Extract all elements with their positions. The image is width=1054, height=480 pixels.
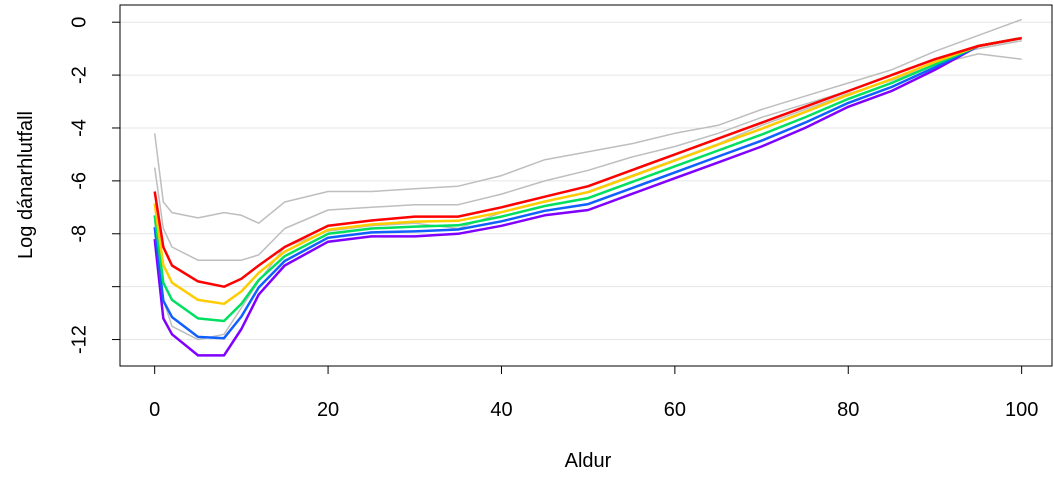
series-line	[153, 36, 1022, 323]
series-line	[153, 39, 1022, 261]
y-tick-label: -2	[68, 66, 90, 84]
series-line	[153, 36, 1022, 340]
x-tick-label: 0	[149, 399, 160, 421]
series-line	[153, 53, 1022, 341]
series-line	[153, 36, 1022, 288]
y-tick-label: -8	[68, 225, 90, 243]
x-tick-label: 60	[664, 399, 686, 421]
y-tick-label: 0	[68, 17, 90, 28]
series-line	[153, 36, 1022, 357]
y-axis-title: Log dánarhlutfall	[15, 111, 37, 259]
y-tick-label: -4	[68, 119, 90, 137]
y-tick-label: -6	[68, 172, 90, 190]
x-tick-label: 100	[1005, 399, 1038, 421]
x-axis-title: Aldur	[565, 450, 612, 472]
plot-frame	[119, 4, 1053, 367]
series-line	[153, 18, 1022, 224]
x-tick-label: 20	[317, 399, 339, 421]
series-line	[153, 36, 1022, 306]
x-tick-label: 40	[490, 399, 512, 421]
y-tick-label: -12	[68, 325, 90, 354]
x-tick-label: 80	[837, 399, 859, 421]
plot-area	[153, 18, 1022, 357]
